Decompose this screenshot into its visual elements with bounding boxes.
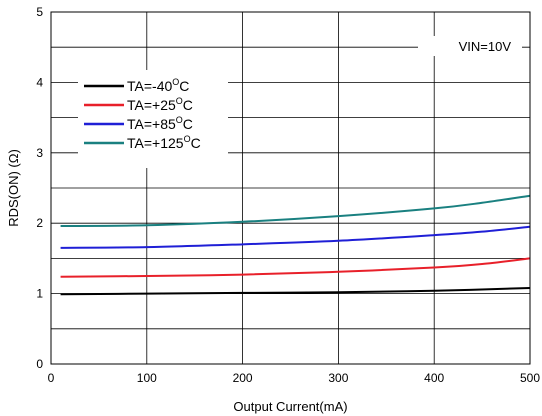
- series-line-0: [60, 286, 531, 296]
- y-axis-title: RDS(ON) (Ω): [6, 149, 21, 227]
- grid: [51, 12, 530, 364]
- vin-annotation-text: VIN=10V: [459, 39, 512, 54]
- x-tick-labels: 0 100 200 300 400 500: [48, 371, 541, 385]
- y-tick-label: 0: [36, 357, 43, 371]
- legend-label-0: TA=-40OC: [127, 77, 189, 94]
- y-tick-labels: 0 1 2 3 4 5: [36, 5, 43, 371]
- x-tick-label: 300: [328, 371, 348, 385]
- x-tick-label: 200: [233, 371, 253, 385]
- y-tick-label: 4: [36, 75, 43, 89]
- series-line-1: [60, 257, 531, 278]
- legend: TA=-40OC TA=+25OC TA=+85OC TA=+125OC: [78, 70, 228, 168]
- vin-annotation-background: [418, 36, 522, 56]
- x-tick-label: 400: [424, 371, 444, 385]
- series-lines: [60, 194, 531, 296]
- y-tick-label: 5: [36, 5, 43, 19]
- x-tick-label: 100: [137, 371, 157, 385]
- y-tick-label: 2: [36, 216, 43, 230]
- y-tick-label: 3: [36, 146, 43, 160]
- y-tick-label: 1: [36, 287, 43, 301]
- vin-annotation: VIN=10V: [418, 36, 522, 56]
- legend-label-3: TA=+125OC: [127, 134, 201, 151]
- plot-frame: [50, 11, 531, 365]
- x-tick-label: 500: [520, 371, 540, 385]
- legend-label-1: TA=+25OC: [127, 96, 193, 113]
- x-axis-title: Output Current(mA): [233, 399, 347, 414]
- x-tick-label: 0: [48, 371, 55, 385]
- legend-label-2: TA=+85OC: [127, 115, 193, 132]
- series-line-3: [60, 194, 531, 228]
- series-line-2: [60, 225, 531, 249]
